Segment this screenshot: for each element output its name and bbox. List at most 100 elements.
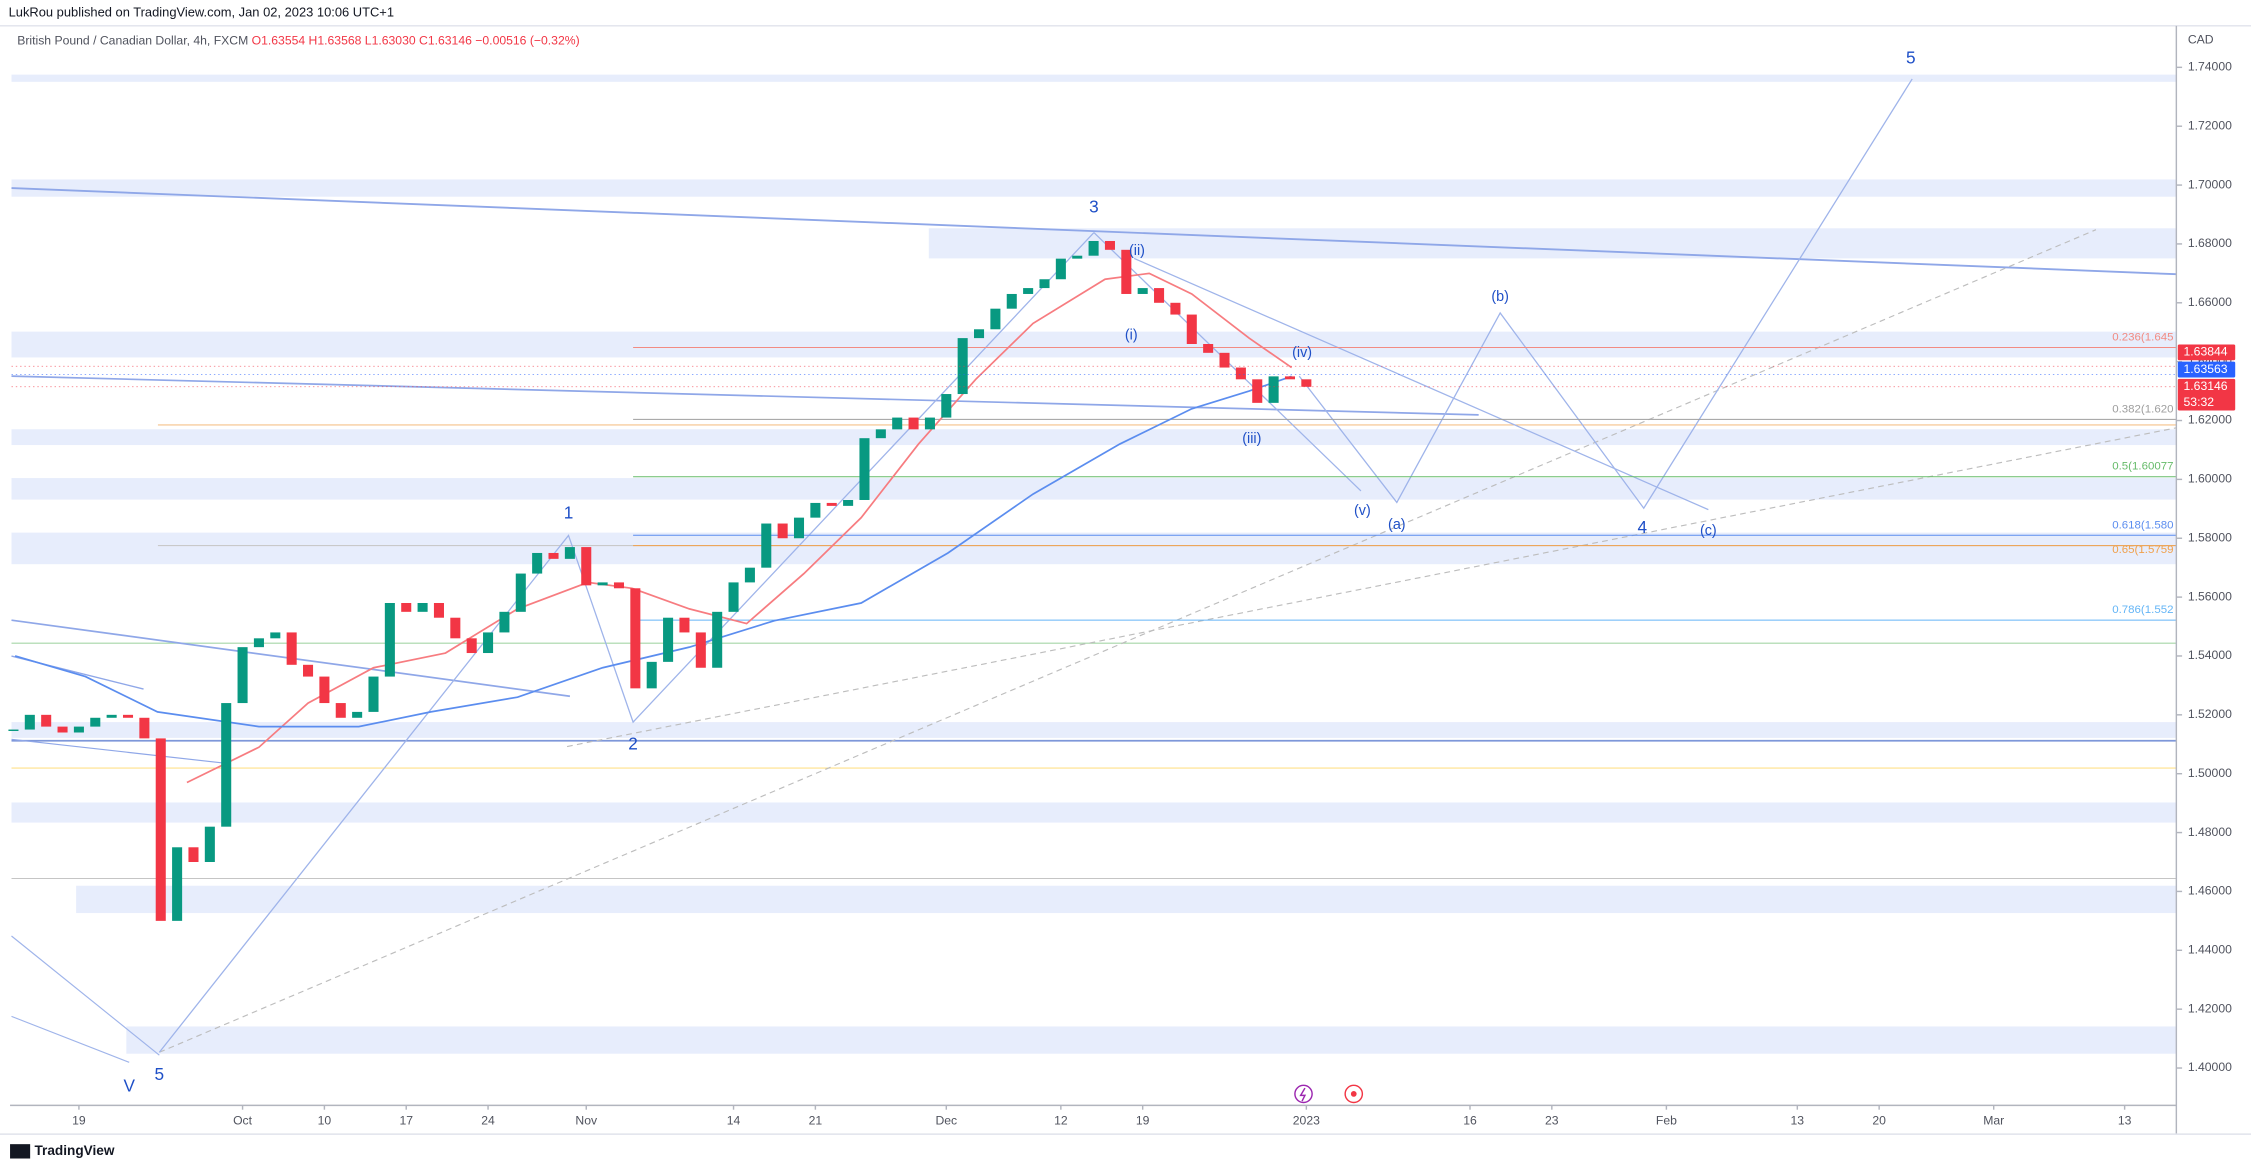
candle [548, 552, 559, 559]
price-tag-label: 1.63563 [2184, 362, 2228, 376]
candle [875, 429, 886, 439]
y-tick-label: 1.62000 [2188, 413, 2232, 427]
wave-label: (b) [1491, 289, 1509, 305]
candle [695, 632, 706, 668]
event-icon-bolt [1299, 1087, 1307, 1102]
y-tick-label: 1.72000 [2188, 118, 2232, 132]
candle [384, 602, 395, 677]
y-tick-label: 1.74000 [2188, 60, 2232, 74]
wave-label: 3 [1089, 197, 1099, 217]
candle [368, 676, 379, 712]
event-icon[interactable] [1294, 1084, 1313, 1104]
candle [483, 632, 494, 654]
wave-label: (iv) [1292, 345, 1312, 361]
candle [728, 582, 739, 612]
candle [1088, 240, 1099, 256]
logo-mark [10, 1144, 31, 1159]
zone [11, 532, 2177, 565]
x-tick-label: 19 [1136, 1113, 1150, 1127]
candle [908, 417, 919, 430]
candle [663, 617, 674, 662]
candle [793, 517, 805, 539]
candle [401, 602, 412, 612]
drawing-line [11, 1015, 130, 1063]
x-tick-label: Nov [575, 1113, 598, 1127]
y-tick-label: 1.44000 [2188, 943, 2232, 957]
candle [924, 417, 935, 430]
y-tick-label: 1.70000 [2188, 177, 2232, 191]
candle [1235, 367, 1246, 380]
x-tick-label: 24 [481, 1113, 495, 1127]
currency: CAD [2188, 32, 2214, 46]
candle [417, 602, 428, 612]
candle [564, 547, 575, 559]
drawing-line [11, 187, 2177, 276]
x-tick-label: 20 [1872, 1113, 1886, 1127]
drawing-line [11, 935, 160, 1056]
candle [761, 523, 772, 568]
zone [11, 74, 2177, 82]
x-tick-label: 13 [2118, 1113, 2132, 1127]
candle [450, 617, 461, 639]
x-tick-label: Mar [1983, 1113, 2004, 1127]
candle [319, 676, 330, 704]
candle [810, 502, 821, 518]
wave-label: 4 [1638, 517, 1648, 537]
wave-label: 5 [155, 1064, 165, 1084]
zone [11, 722, 2177, 738]
event-icon[interactable] [1344, 1084, 1364, 1104]
ohlc: O1.63554 [252, 34, 306, 48]
ohlc: L1.63030 [365, 34, 416, 48]
candle [957, 338, 968, 395]
zone [11, 429, 2177, 446]
zone [126, 1026, 2177, 1054]
price-tag-label: 1.63844 [2184, 345, 2228, 359]
wave-label: V [123, 1075, 135, 1095]
symbol-title: British Pound / Canadian Dollar, 4h, FXC… [17, 34, 248, 48]
x-tick-label: 21 [809, 1113, 823, 1127]
candle [613, 582, 625, 589]
drawing-line [11, 738, 230, 765]
candle [499, 611, 510, 633]
fib-label: 0.382(1.620 [2112, 403, 2173, 415]
wave-label: (a) [1388, 517, 1406, 533]
fib-label: 0.618(1.580 [2112, 519, 2173, 531]
candle [892, 417, 903, 430]
price-tag-label: 1.63146 [2184, 379, 2228, 393]
candle [335, 703, 346, 718]
x-tick-label: Oct [233, 1113, 253, 1127]
candle [1055, 258, 1066, 280]
candle [57, 726, 68, 733]
zone [76, 885, 2177, 914]
drawing-line [159, 229, 2097, 1053]
candle [646, 661, 657, 689]
candle [24, 714, 35, 730]
symbol-legend: British Pound / Canadian Dollar, 4h, FXC… [17, 34, 579, 48]
candle [286, 632, 297, 665]
y-tick-label: 1.50000 [2188, 766, 2232, 780]
x-tick-label: 2023 [1293, 1113, 1320, 1127]
x-tick-label: 10 [318, 1113, 332, 1127]
wave-label: (c) [1700, 523, 1717, 539]
candle [352, 711, 363, 718]
candle [1006, 293, 1017, 309]
candle [106, 714, 117, 718]
candle [433, 602, 444, 618]
y-tick-label: 1.60000 [2188, 472, 2232, 486]
candle [597, 582, 608, 586]
x-tick-label: 16 [1463, 1113, 1477, 1127]
candle [1023, 288, 1034, 294]
candle [237, 647, 248, 704]
candle [1137, 288, 1148, 294]
candle [777, 523, 788, 539]
candle [630, 588, 641, 689]
candle [581, 547, 592, 586]
candle [1072, 255, 1083, 259]
x-tick-label: Dec [935, 1113, 957, 1127]
ohlc: H1.63568 [309, 34, 362, 48]
candle [1203, 343, 1214, 353]
candle [221, 703, 232, 827]
fib-label: 0.786(1.552 [2112, 604, 2173, 616]
candle [1039, 279, 1050, 289]
